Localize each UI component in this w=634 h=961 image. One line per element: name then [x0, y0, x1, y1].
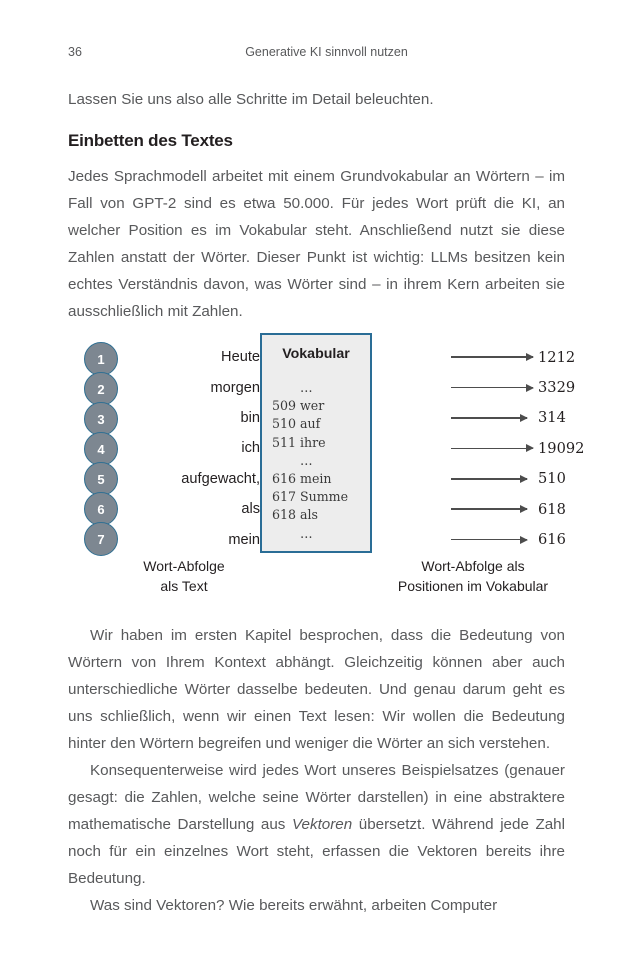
vocabulary-entry-word: wer: [300, 398, 325, 414]
arrow-row: [451, 372, 541, 402]
output-number: 618: [538, 500, 566, 518]
output-arrows: [451, 342, 541, 555]
vocabulary-entry-word: als: [300, 507, 318, 523]
input-word: Heute: [221, 349, 260, 366]
token-index-chip: 4: [84, 432, 118, 466]
vocabulary-entry: 618 als: [272, 506, 370, 524]
vocabulary-entry-number: 509: [272, 398, 297, 414]
arrow-right-icon: [451, 538, 527, 541]
vocabulary-entry-number: 510: [272, 416, 297, 432]
vocabulary-entry: 509 wer: [272, 397, 370, 415]
token-index-chip: 3: [84, 402, 118, 436]
vocabulary-entry-word: Summe: [300, 489, 349, 505]
input-word: mein: [228, 531, 260, 548]
input-word: aufgewacht,: [181, 470, 260, 487]
vocabulary-entry: …: [272, 525, 370, 543]
paragraph-3-part-b: übersetzt. Während jede Zahl noch für ei…: [68, 816, 566, 887]
vocabulary-entry: 616 mein: [272, 470, 370, 488]
input-word: bin: [240, 409, 260, 426]
token-index-chain: 1 2 3 4 5 6 7: [84, 342, 124, 556]
vocabulary-entry-number: 616: [272, 471, 297, 487]
arrow-row: [451, 464, 541, 494]
input-word: als: [241, 501, 260, 518]
body-upper: Lassen Sie uns also alle Schritte im Det…: [68, 86, 565, 325]
arrow-right-icon: [451, 417, 527, 419]
arrow-right-icon: [451, 356, 533, 358]
page-number: 36: [68, 45, 82, 59]
arrow-right-icon: [451, 477, 527, 480]
vocabulary-entry: 510 auf: [272, 415, 370, 433]
output-number: 510: [538, 470, 566, 488]
arrow-row: [451, 403, 541, 433]
vocabulary-title: Vokabular: [282, 346, 350, 362]
vocabulary-entry: …: [272, 452, 370, 470]
body-lower: Wir haben im ersten Kapitel besprochen, …: [68, 622, 565, 919]
arrow-row: [451, 433, 541, 463]
figure-caption-right: Wort-Abfolge als Positionen im Vokabular: [397, 558, 549, 594]
vocabulary-entry-word: …: [300, 525, 314, 541]
arrow-right-icon: [451, 508, 527, 510]
input-word: morgen: [210, 379, 260, 396]
input-word: ich: [241, 440, 260, 457]
running-title: Generative KI sinnvoll nutzen: [245, 45, 408, 59]
arrow-right-icon: [451, 386, 533, 389]
vocabulary-entry-number: 618: [272, 507, 297, 523]
output-number: 19092: [538, 439, 585, 457]
figure-embedding-diagram: 1 2 3 4 5 6 7 Heute morgen bin ich aufge…: [68, 328, 584, 598]
vocabulary-entry-number: 617: [272, 489, 297, 505]
vocabulary-entry-number: 511: [272, 434, 297, 450]
output-number: 314: [538, 409, 566, 427]
output-number-list: 1212 3329 314 19092 510 618 616: [538, 342, 628, 555]
token-index-chip: 7: [84, 522, 118, 556]
vocabulary-entry-list: … 509 wer 510 auf 511 ihre … 616 mein 617 Sum…: [262, 379, 370, 543]
arrow-row: [451, 524, 541, 554]
intro-paragraph: Lassen Sie uns also alle Schritte im Det…: [68, 91, 434, 108]
running-head: 36 Generative KI sinnvoll nutzen: [68, 45, 565, 63]
vocabulary-entry-word: …: [300, 380, 314, 395]
vocabulary-entry: …: [272, 379, 370, 397]
arrow-row: [451, 494, 541, 524]
paragraph-3: Konsequenterweise wird jedes Wort unsere…: [68, 757, 565, 892]
vocabulary-entry-word: mein: [300, 471, 332, 487]
input-word-list: Heute morgen bin ich aufgewacht, als mei…: [112, 342, 260, 555]
vocabulary-box: Vokabular … 509 wer 510 auf 511 ihre … 616 m…: [260, 333, 372, 553]
output-number: 616: [538, 531, 566, 549]
arrow-row: [451, 342, 541, 372]
vocabulary-entry-word: auf: [300, 416, 321, 432]
vocabulary-entry-word: …: [300, 452, 314, 468]
figure-caption-left: Wort-Abfolge als Text: [143, 558, 225, 594]
vocabulary-entry: 617 Summe: [272, 488, 370, 506]
term-vektoren: Vektoren: [291, 816, 353, 833]
paragraph-1: Jedes Sprachmodell arbeitet mit einem Gr…: [68, 168, 565, 320]
output-number: 1212: [538, 348, 576, 366]
arrow-right-icon: [451, 447, 533, 450]
paragraph-2: Wir haben im ersten Kapitel besprochen, …: [68, 627, 565, 752]
vocabulary-entry: 511 ihre: [272, 434, 370, 452]
paragraph-4: Was sind Vektoren? Wie bereits erwähnt, …: [90, 897, 498, 914]
section-heading: Einbetten des Textes: [68, 131, 233, 150]
vocabulary-entry-word: ihre: [300, 434, 326, 450]
output-number: 3329: [538, 379, 576, 397]
paragraph-3-part-a: Konsequenterweise wird jedes Wort unsere…: [68, 762, 565, 833]
